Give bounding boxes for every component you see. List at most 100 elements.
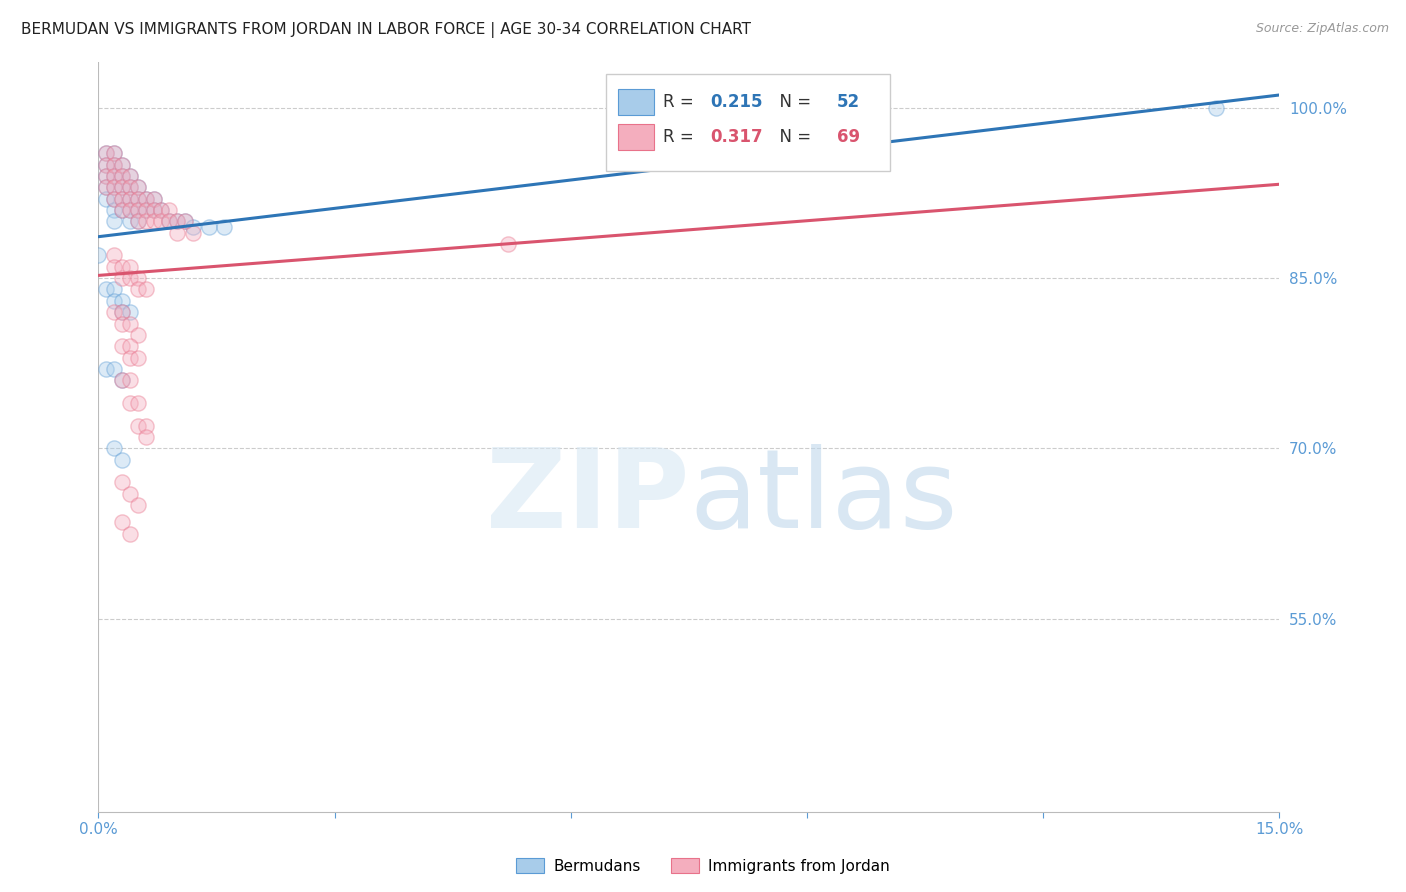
Point [142,214,165,228]
Point [135,192,157,206]
Point [135,214,157,228]
Point [111,339,134,353]
Point [127,283,149,297]
Point [157,214,180,228]
Text: BERMUDAN VS IMMIGRANTS FROM JORDAN IN LABOR FORCE | AGE 30-34 CORRELATION CHART: BERMUDAN VS IMMIGRANTS FROM JORDAN IN LA… [21,22,751,38]
Point [118,169,141,183]
Point [111,475,134,490]
Text: R =: R = [664,128,699,146]
Point [127,271,149,285]
Point [118,202,141,217]
FancyBboxPatch shape [606,74,890,171]
Point [103,180,125,194]
Point [111,260,134,274]
Point [135,192,157,206]
Point [142,192,165,206]
FancyBboxPatch shape [619,89,654,115]
Text: 52: 52 [837,93,859,112]
Point [135,202,157,217]
Point [111,169,134,183]
Point [181,220,204,235]
Point [142,202,165,217]
Point [166,214,188,228]
Point [103,192,125,206]
Point [118,526,141,541]
Point [103,158,125,172]
Point [118,180,141,194]
Point [166,226,188,240]
Point [96,362,118,376]
Text: Source: ZipAtlas.com: Source: ZipAtlas.com [1256,22,1389,36]
Point [118,214,141,228]
Point [1205,101,1227,115]
Point [181,226,204,240]
Point [127,180,149,194]
Point [103,180,125,194]
Point [118,192,141,206]
FancyBboxPatch shape [619,124,654,151]
Point [118,271,141,285]
Point [103,158,125,172]
Text: N =: N = [769,93,817,112]
Point [150,214,173,228]
Point [118,351,141,365]
Point [174,214,197,228]
Point [96,283,118,297]
Legend: Bermudans, Immigrants from Jordan: Bermudans, Immigrants from Jordan [510,852,896,880]
Point [111,202,134,217]
Point [174,214,197,228]
Point [118,396,141,410]
Point [127,418,149,433]
Point [127,192,149,206]
Point [111,180,134,194]
Point [135,283,157,297]
Point [127,214,149,228]
Text: atlas: atlas [689,443,957,550]
Text: 0.215: 0.215 [710,93,762,112]
Point [111,158,134,172]
Point [103,283,125,297]
Point [87,248,110,262]
Point [103,305,125,319]
Point [96,169,118,183]
Point [96,146,118,161]
Point [118,305,141,319]
Point [142,202,165,217]
Point [135,418,157,433]
Point [103,214,125,228]
Point [118,339,141,353]
Point [127,214,149,228]
Text: 69: 69 [837,128,859,146]
Point [118,260,141,274]
Point [96,180,118,194]
Point [157,214,180,228]
Point [103,202,125,217]
Point [118,180,141,194]
Point [96,169,118,183]
Point [103,260,125,274]
Point [118,202,141,217]
Point [496,237,519,252]
Point [135,202,157,217]
Point [111,452,134,467]
Point [96,158,118,172]
Point [127,202,149,217]
Point [103,192,125,206]
Point [166,214,188,228]
Point [103,442,125,456]
Point [150,202,173,217]
Point [127,498,149,512]
Point [111,515,134,529]
Point [150,202,173,217]
Point [111,317,134,331]
Point [111,373,134,387]
Point [96,146,118,161]
Point [127,202,149,217]
Point [111,192,134,206]
Point [111,192,134,206]
Point [103,362,125,376]
Point [118,192,141,206]
Point [103,169,125,183]
Point [127,396,149,410]
Point [111,305,134,319]
